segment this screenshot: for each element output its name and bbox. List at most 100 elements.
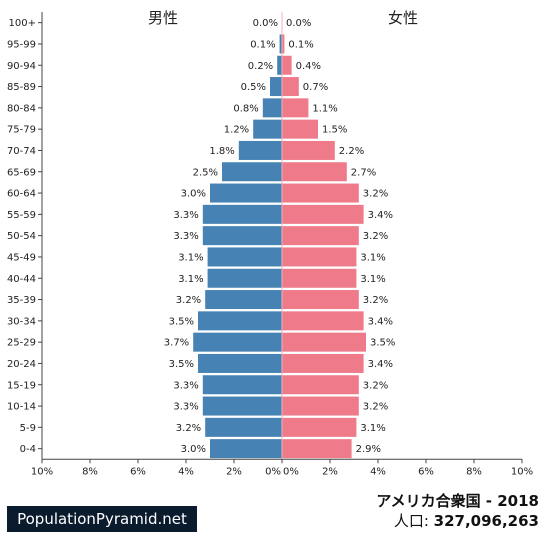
female-label: 女性 [388, 9, 419, 27]
male-bar [270, 77, 282, 97]
male-value-label: 3.3% [173, 231, 198, 242]
female-bar [282, 268, 357, 288]
female-value-label: 0.1% [288, 39, 313, 50]
x-tick-label: 6% [130, 466, 146, 477]
male-value-label: 3.5% [169, 316, 194, 327]
category-label: 35-39 [7, 295, 36, 306]
female-bar [282, 396, 359, 416]
female-bar [282, 98, 309, 118]
female-bar [282, 119, 318, 139]
x-tick-label: 0% [265, 466, 281, 477]
category-label: 90-94 [7, 61, 36, 72]
male-bar [222, 162, 282, 182]
category-label: 95-99 [7, 39, 36, 50]
category-label: 65-69 [7, 167, 36, 178]
male-bar [198, 311, 282, 331]
male-bar [210, 183, 282, 203]
male-bar [202, 396, 282, 416]
female-bar [282, 140, 335, 160]
male-value-label: 2.5% [193, 167, 218, 178]
category-label: 75-79 [7, 125, 36, 136]
x-tick-label: 2% [322, 466, 338, 477]
female-bar [282, 375, 359, 395]
female-value-label: 0.0% [286, 18, 311, 29]
female-value-label: 3.4% [368, 359, 393, 370]
category-label: 55-59 [7, 210, 36, 221]
female-value-label: 3.4% [368, 316, 393, 327]
category-label: 15-19 [7, 380, 36, 391]
male-bar [205, 417, 282, 437]
female-value-label: 2.9% [356, 444, 381, 455]
category-label: 10-14 [7, 402, 36, 413]
x-tick-label: 4% [370, 466, 386, 477]
category-label: 80-84 [7, 103, 36, 114]
country-year-title: アメリカ合衆国 - 2018 [376, 492, 539, 510]
category-label: 70-74 [7, 146, 36, 157]
male-bar [207, 247, 282, 267]
category-label: 60-64 [7, 189, 36, 200]
category-label: 50-54 [7, 231, 36, 242]
male-bar [262, 98, 282, 118]
female-bar [282, 417, 357, 437]
population-total: 人口: 327,096,263 [394, 510, 539, 531]
female-value-label: 2.7% [351, 167, 376, 178]
male-value-label: 3.3% [173, 210, 198, 221]
male-value-label: 0.5% [241, 82, 266, 93]
female-bar [282, 183, 359, 203]
x-tick-label: 10% [511, 466, 533, 477]
female-bar [282, 439, 352, 459]
male-bar [277, 55, 282, 75]
category-label: 85-89 [7, 82, 36, 93]
male-bar [279, 34, 282, 54]
male-value-label: 3.3% [173, 380, 198, 391]
female-bar [282, 353, 364, 373]
category-label: 45-49 [7, 252, 36, 263]
male-value-label: 0.1% [250, 39, 275, 50]
female-value-label: 0.7% [303, 82, 328, 93]
male-value-label: 3.0% [181, 444, 206, 455]
category-label: 40-44 [7, 274, 36, 285]
female-value-label: 3.2% [363, 231, 388, 242]
x-tick-label: 2% [226, 466, 242, 477]
male-value-label: 3.3% [173, 402, 198, 413]
male-value-label: 1.2% [224, 125, 249, 136]
male-bar [202, 375, 282, 395]
male-value-label: 3.5% [169, 359, 194, 370]
brand-logo[interactable]: PopulationPyramid.net [7, 506, 197, 532]
male-bar [202, 226, 282, 246]
female-value-label: 3.1% [360, 274, 385, 285]
population-value: 327,096,263 [433, 512, 539, 530]
x-tick-label: 8% [466, 466, 482, 477]
male-bar [253, 119, 282, 139]
male-bar [207, 268, 282, 288]
x-tick-label: 8% [82, 466, 98, 477]
female-value-label: 2.2% [339, 146, 364, 157]
x-tick-label: 10% [31, 466, 53, 477]
female-bar [282, 204, 364, 224]
male-bar [202, 204, 282, 224]
category-label: 20-24 [7, 359, 36, 370]
female-value-label: 3.2% [363, 189, 388, 200]
male-value-label: 3.2% [176, 423, 201, 434]
female-value-label: 3.2% [363, 295, 388, 306]
male-bar [205, 290, 282, 310]
category-label: 0-4 [20, 444, 36, 455]
female-bar [282, 55, 292, 75]
population-label: 人口: [393, 512, 429, 530]
female-value-label: 1.5% [322, 125, 347, 136]
female-value-label: 3.4% [368, 210, 393, 221]
male-value-label: 1.8% [209, 146, 234, 157]
female-bar [282, 162, 347, 182]
female-value-label: 3.2% [363, 402, 388, 413]
male-value-label: 3.1% [178, 252, 203, 263]
male-value-label: 3.1% [178, 274, 203, 285]
category-label: 5-9 [20, 423, 36, 434]
male-label: 男性 [148, 9, 179, 27]
male-value-label: 0.2% [248, 61, 273, 72]
category-label: 100+ [9, 18, 36, 29]
female-value-label: 3.5% [370, 338, 395, 349]
female-bar [282, 332, 366, 352]
x-tick-label: 0% [283, 466, 299, 477]
female-bar [282, 290, 359, 310]
